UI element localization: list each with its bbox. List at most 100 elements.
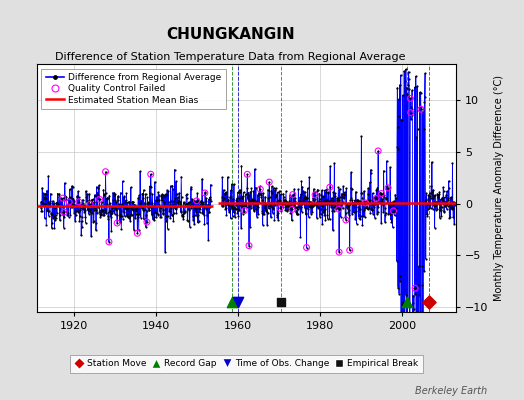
Point: [399, 299, 407, 305]
Point: [71, 218, 79, 224]
Point: [397, 72, 405, 78]
Point: [308, 209, 316, 215]
Point: [424, 200, 433, 206]
Point: [116, 213, 124, 219]
Point: [384, 185, 392, 191]
Point: [225, 208, 233, 214]
Point: [272, 192, 281, 198]
Point: [187, 184, 195, 190]
Point: [89, 218, 97, 225]
Point: [173, 194, 182, 200]
Point: [250, 196, 258, 203]
Point: [95, 182, 103, 188]
Point: [284, 200, 292, 206]
Point: [266, 202, 275, 208]
Point: [61, 180, 69, 186]
Point: [193, 213, 201, 219]
Point: [120, 193, 128, 200]
Point: [366, 170, 375, 176]
Point: [357, 133, 366, 140]
Point: [230, 209, 238, 216]
Point: [160, 199, 168, 205]
Point: [345, 202, 354, 208]
Point: [260, 200, 269, 206]
Point: [393, 84, 401, 91]
Point: [135, 211, 144, 217]
Point: [337, 204, 345, 211]
Point: [289, 192, 298, 199]
Point: [320, 212, 329, 219]
Point: [439, 188, 447, 194]
Point: [249, 207, 258, 214]
Point: [288, 206, 297, 213]
Point: [117, 213, 126, 219]
Point: [189, 213, 197, 219]
Point: [189, 198, 198, 204]
Point: [432, 202, 441, 208]
Point: [58, 197, 67, 203]
Point: [350, 200, 358, 206]
Point: [282, 188, 290, 194]
Point: [50, 225, 59, 231]
Point: [262, 201, 270, 208]
Point: [260, 210, 268, 217]
Point: [396, 273, 404, 280]
Point: [202, 205, 210, 212]
Point: [295, 204, 303, 210]
Point: [444, 178, 453, 184]
Point: [94, 192, 102, 198]
Point: [42, 195, 50, 201]
Point: [236, 189, 244, 195]
Point: [380, 194, 388, 201]
Point: [399, 92, 407, 98]
Point: [399, 334, 408, 340]
Point: [449, 214, 457, 220]
Point: [451, 201, 460, 207]
Point: [49, 198, 57, 204]
Point: [105, 192, 114, 199]
Point: [414, 282, 422, 288]
Legend: Difference from Regional Average, Quality Control Failed, Estimated Station Mean: Difference from Regional Average, Qualit…: [41, 68, 226, 109]
Point: [149, 216, 157, 222]
Point: [141, 224, 150, 230]
Point: [131, 215, 139, 221]
Point: [324, 190, 332, 196]
Point: [346, 196, 355, 203]
Point: [147, 204, 156, 210]
Point: [356, 206, 364, 212]
Point: [150, 178, 159, 185]
Point: [288, 203, 297, 209]
Point: [424, 196, 432, 202]
Point: [242, 191, 250, 197]
Point: [320, 206, 328, 213]
Point: [96, 207, 105, 214]
Point: [206, 196, 214, 202]
Point: [155, 192, 163, 198]
Point: [280, 201, 288, 207]
Point: [338, 194, 346, 200]
Point: [380, 205, 389, 212]
Point: [150, 214, 159, 220]
Point: [204, 209, 213, 215]
Point: [307, 202, 315, 208]
Point: [270, 216, 279, 223]
Point: [158, 191, 166, 198]
Point: [443, 188, 451, 194]
Point: [421, 94, 429, 100]
Point: [244, 189, 253, 196]
Point: [285, 198, 293, 204]
Point: [360, 207, 368, 214]
Point: [88, 197, 96, 203]
Point: [361, 200, 369, 206]
Point: [416, 89, 424, 96]
Point: [269, 205, 278, 211]
Point: [133, 230, 141, 236]
Point: [148, 212, 156, 218]
Point: [256, 192, 265, 198]
Point: [243, 171, 252, 178]
Point: [45, 208, 53, 215]
Point: [383, 183, 391, 189]
Point: [149, 210, 158, 216]
Point: [185, 199, 193, 205]
Point: [257, 190, 265, 196]
